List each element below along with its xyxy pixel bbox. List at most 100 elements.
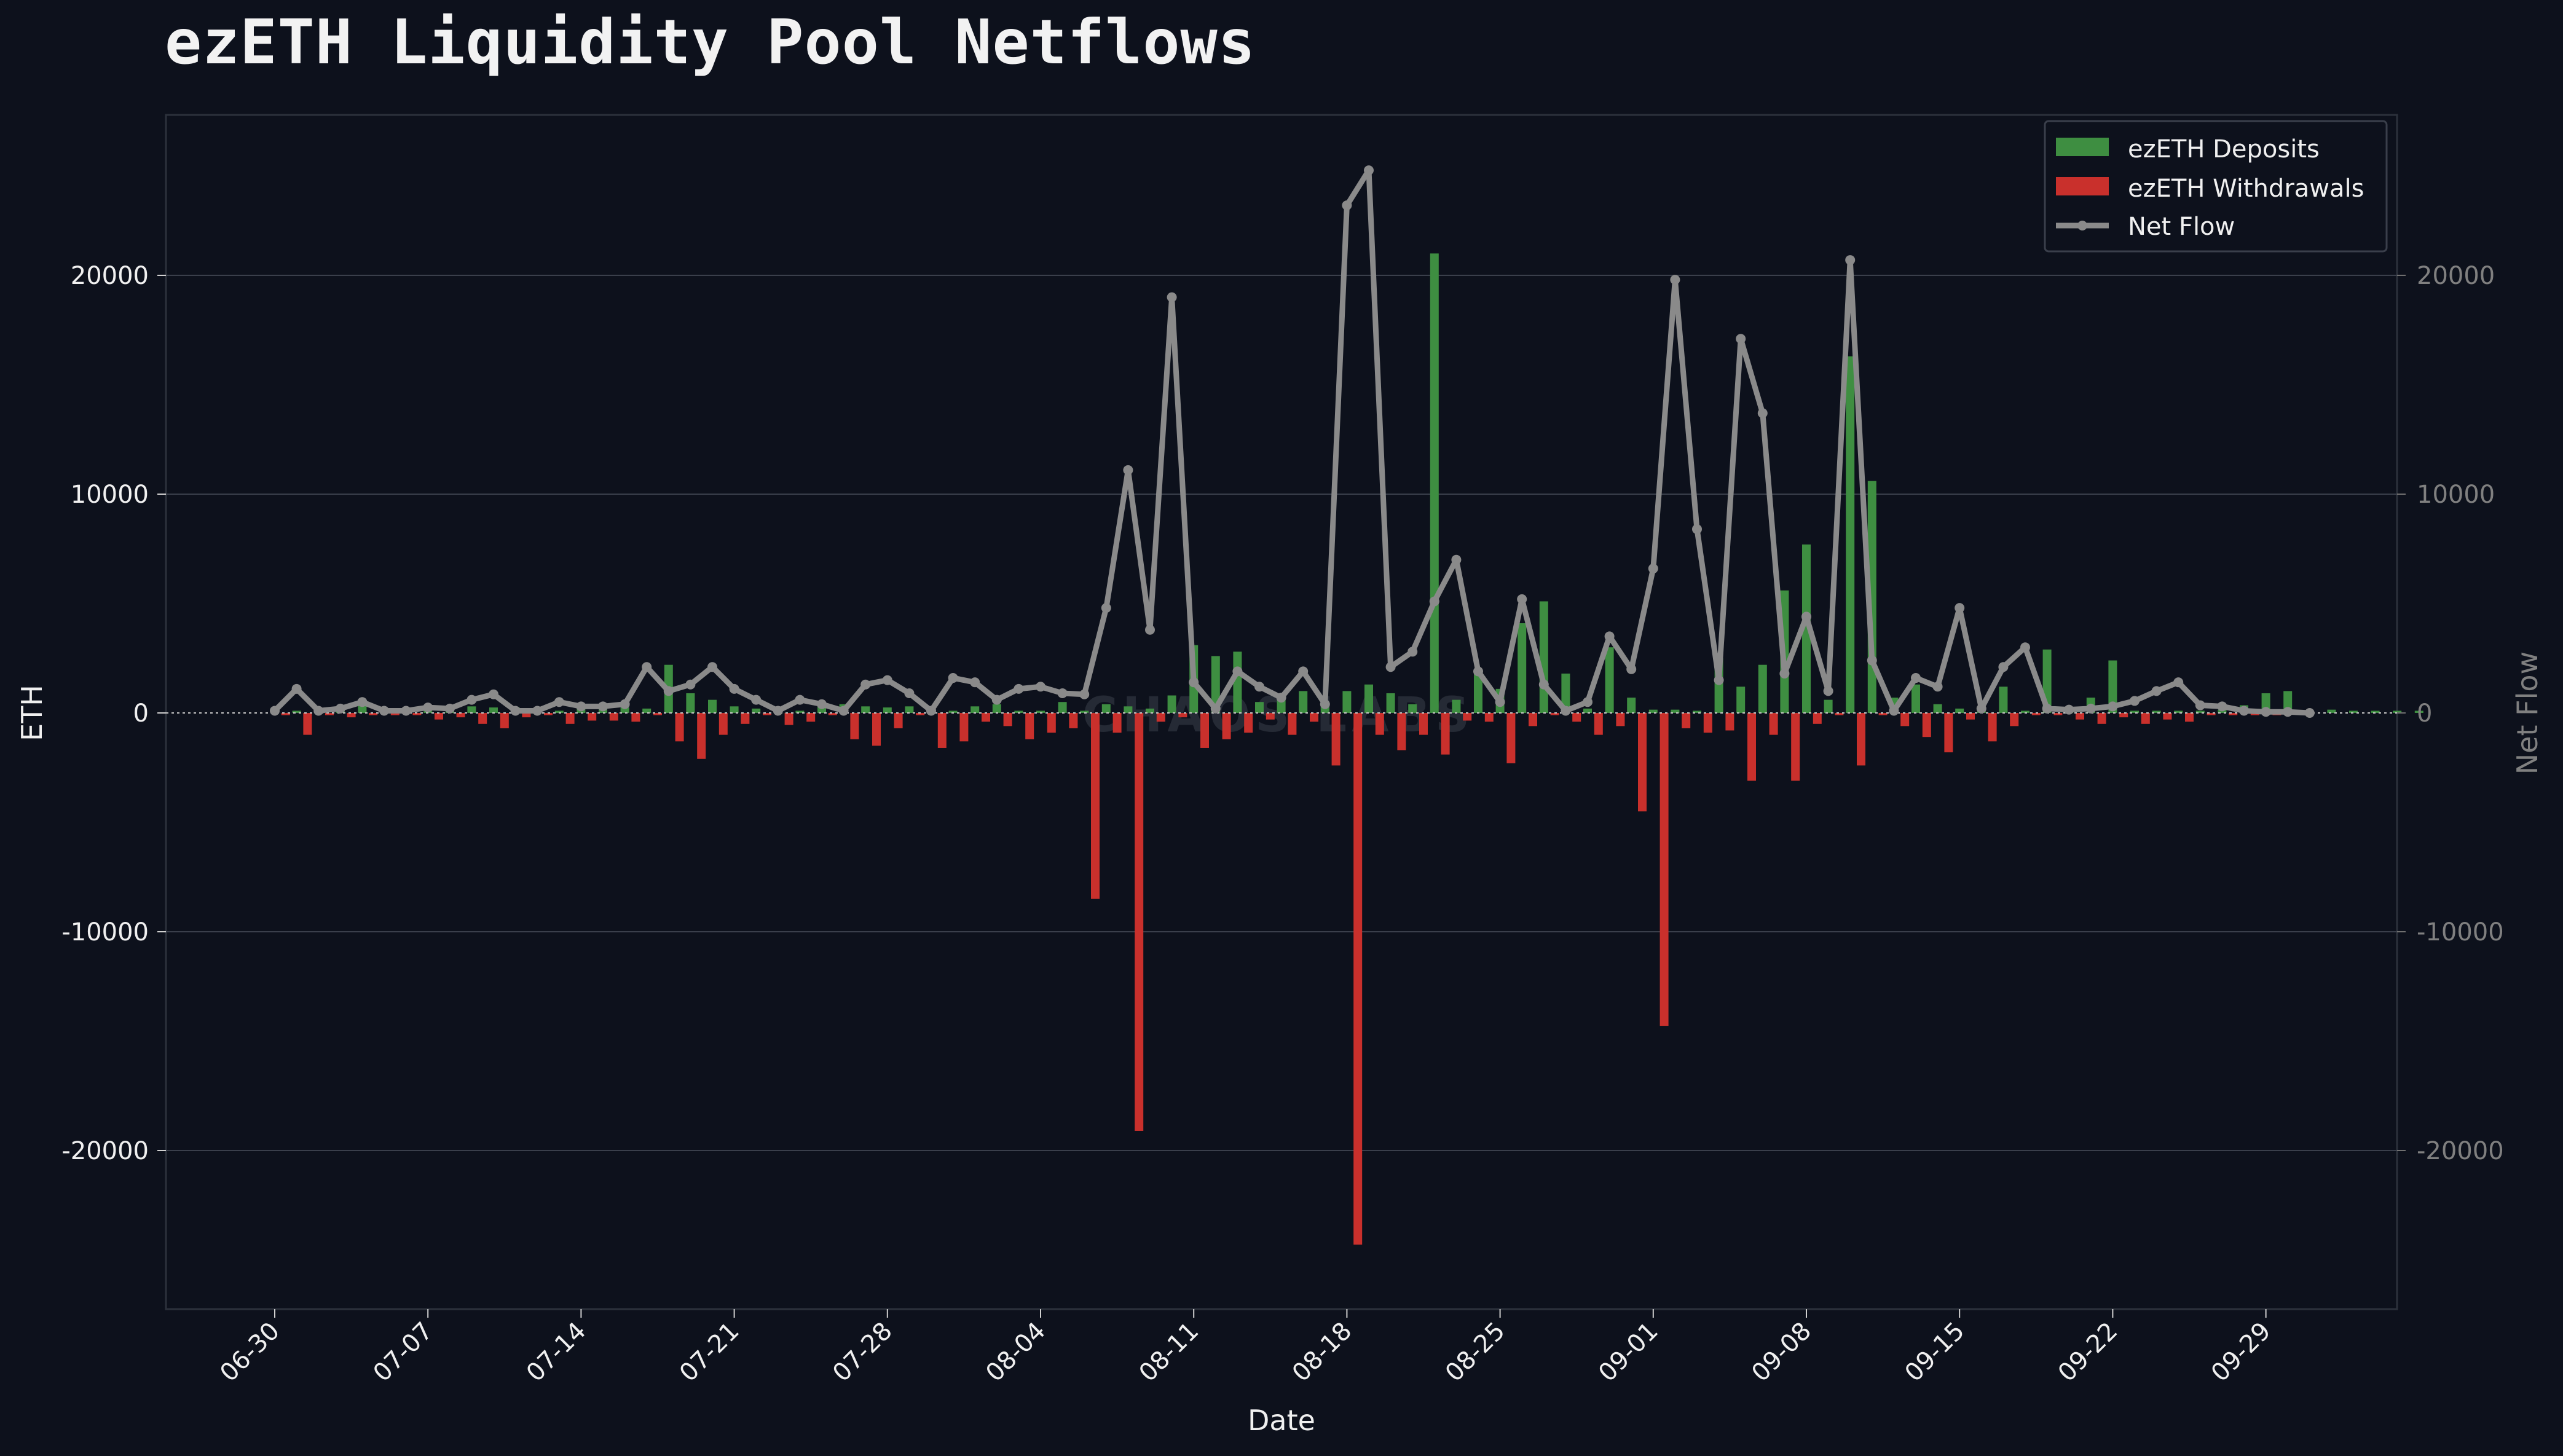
deposit-bar — [1627, 698, 1636, 713]
y2-tick-label: 20000 — [2417, 262, 2495, 290]
withdrawal-bar — [1703, 713, 1712, 733]
y-tick-label: 10000 — [71, 481, 149, 509]
net-flow-point — [1714, 675, 1724, 685]
legend-label-deposits: ezETH Deposits — [2128, 135, 2320, 163]
net-flow-point — [313, 706, 324, 716]
deposit-bar — [1824, 699, 1833, 713]
deposit-bar — [1693, 710, 1701, 713]
withdrawal-bar — [1900, 713, 1910, 726]
net-flow-point — [904, 688, 915, 698]
withdrawal-bar — [1375, 713, 1384, 735]
deposit-bar — [1342, 691, 1352, 713]
withdrawal-bar — [2207, 713, 2216, 715]
deposit-bar — [861, 706, 870, 713]
withdrawal-bar — [478, 713, 487, 724]
withdrawal-bar — [2163, 713, 2172, 720]
net-flow-point — [335, 703, 345, 714]
net-flow-point — [817, 699, 827, 709]
net-flow-point — [1955, 603, 1965, 613]
withdrawal-bar — [631, 713, 640, 722]
withdrawal-bar — [1616, 713, 1625, 726]
deposit-bar — [2414, 710, 2423, 713]
withdrawal-bar — [500, 713, 509, 728]
withdrawal-bar — [1069, 713, 1078, 728]
deposit-bar — [1146, 708, 1154, 713]
net-flow-point — [489, 689, 498, 699]
withdrawal-bar — [2097, 713, 2106, 724]
net-flow-point — [1604, 631, 1615, 642]
deposit-bar — [948, 710, 958, 713]
x-tick-label: 07-28 — [827, 1317, 898, 1388]
net-flow-point — [1845, 255, 1856, 266]
net-flow-point — [1407, 647, 1418, 657]
withdrawal-bar — [1725, 713, 1734, 731]
withdrawal-bar — [1135, 713, 1144, 1131]
net-flow-point — [1538, 679, 1549, 690]
withdrawal-bar — [412, 713, 422, 715]
withdrawal-bar — [697, 713, 706, 759]
net-flow-point — [2195, 700, 2205, 710]
withdrawal-bar — [850, 713, 859, 739]
net-flow-point — [882, 675, 892, 685]
withdrawal-bar — [1594, 713, 1603, 735]
deposit-bar — [883, 707, 892, 713]
net-flow-point — [1670, 275, 1680, 285]
withdrawal-bar — [1747, 713, 1756, 781]
deposit-bar — [1648, 709, 1658, 713]
withdrawal-bar — [1506, 713, 1516, 763]
withdrawal-bar — [1988, 713, 1997, 742]
withdrawal-bar — [1091, 713, 1100, 899]
x-tick-label: 07-14 — [521, 1317, 592, 1388]
y2-axis-label: Net Flow — [2511, 651, 2544, 774]
withdrawal-bar — [1200, 713, 1209, 748]
withdrawal-bar — [763, 713, 771, 715]
chart-title: ezETH Liquidity Pool Netflows — [165, 6, 1256, 78]
net-flow-point — [991, 695, 1002, 705]
deposit-bar — [1167, 695, 1176, 713]
withdrawal-bar — [1922, 713, 1931, 738]
withdrawal-bar — [2010, 713, 2019, 726]
withdrawal-bar — [1659, 713, 1669, 1026]
withdrawal-bar — [588, 713, 597, 721]
withdrawal-bar — [456, 713, 465, 718]
net-flow-point — [1932, 682, 1943, 692]
net-flow-point — [1495, 697, 1505, 707]
net-flow-point — [729, 683, 739, 694]
net-flow-point — [1036, 682, 1045, 692]
deposit-bar — [795, 710, 805, 713]
net-flow-point — [1823, 686, 1833, 696]
withdrawal-bar — [1463, 713, 1472, 721]
withdrawal-bar — [1222, 713, 1231, 739]
y2-tick-label: -20000 — [2417, 1137, 2504, 1165]
net-flow-point — [423, 702, 433, 713]
withdrawal-bar — [2119, 713, 2128, 718]
net-flow-point — [1189, 677, 1199, 688]
withdrawal-bar — [1310, 713, 1318, 722]
deposit-bar — [2349, 710, 2358, 713]
deposit-bar — [1758, 664, 1767, 713]
net-flow-point — [1101, 603, 1111, 613]
withdrawal-bar — [1550, 713, 1559, 715]
net-flow-point — [444, 703, 455, 714]
net-flow-point — [663, 686, 674, 696]
net-flow-point — [1998, 662, 2009, 672]
deposit-bar — [1736, 687, 1746, 713]
deposit-bar — [2371, 710, 2380, 713]
withdrawal-bar — [369, 713, 378, 715]
net-flow-point — [357, 697, 368, 707]
deposit-bar — [2393, 710, 2402, 713]
withdrawal-bar — [806, 713, 816, 722]
deposit-bar — [1430, 253, 1439, 713]
net-flow-point — [2108, 701, 2118, 712]
net-flow-point — [270, 706, 280, 716]
withdrawal-bar — [325, 713, 334, 715]
withdrawal-bar — [982, 713, 990, 722]
deposit-bar — [1255, 702, 1264, 713]
deposit-bar — [620, 707, 629, 713]
x-tick-label: 09-22 — [2053, 1317, 2124, 1388]
withdrawal-bar — [522, 713, 531, 718]
net-flow-point — [685, 679, 696, 690]
deposit-bar — [1605, 647, 1614, 713]
net-flow-point — [467, 695, 477, 705]
